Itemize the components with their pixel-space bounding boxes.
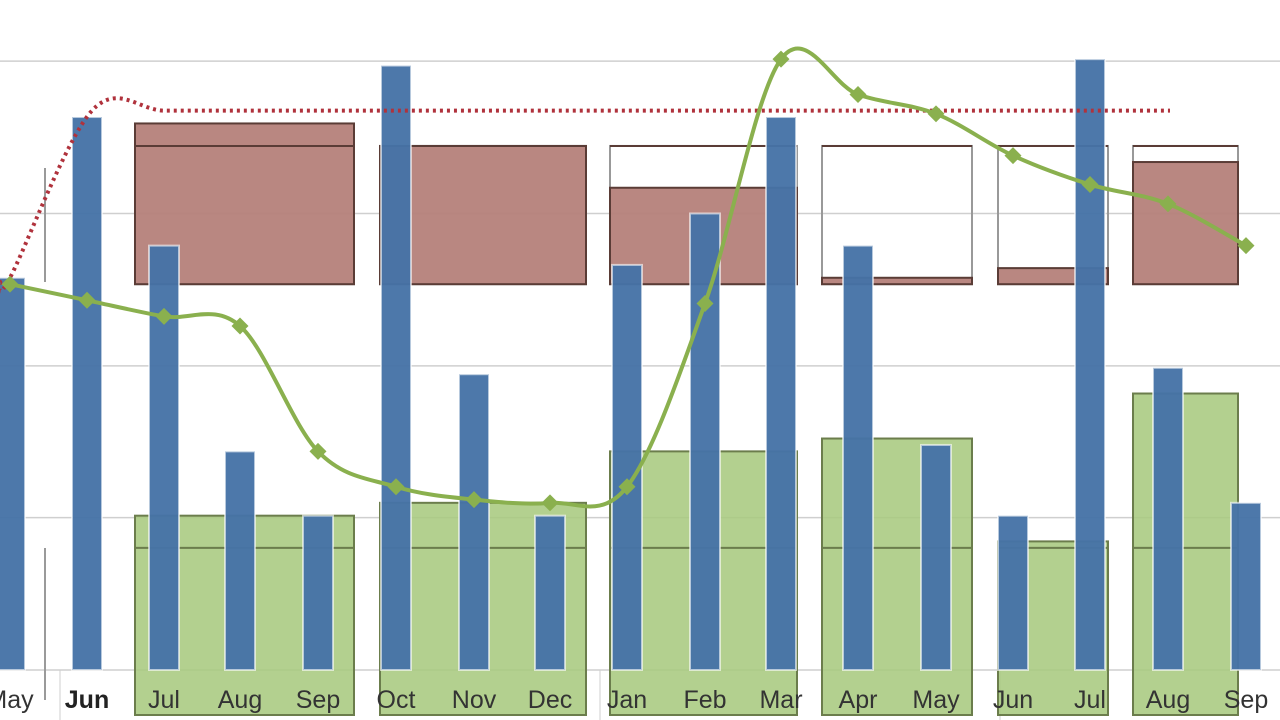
bar-jun	[71, 116, 103, 671]
x-tick-label: Apr	[839, 686, 878, 714]
bar-sep	[1230, 501, 1262, 671]
x-tick-label: Mar	[759, 686, 802, 714]
bar-jan	[611, 263, 643, 671]
line-marker-jun	[1004, 147, 1022, 165]
bar-apr	[842, 244, 874, 671]
x-tick-label: Aug	[218, 686, 262, 714]
bar-series	[0, 58, 1262, 672]
x-tick-label: Jun	[993, 686, 1033, 714]
line-marker-jul	[155, 307, 173, 325]
x-tick-label: Feb	[683, 686, 726, 714]
line-marker-apr	[849, 86, 867, 104]
target-series	[0, 96, 1170, 294]
target-line	[0, 96, 1170, 294]
x-tick-label: May	[0, 686, 34, 714]
x-tick-label: Jul	[148, 686, 180, 714]
bar-may	[920, 443, 952, 672]
bar-jun	[997, 514, 1029, 671]
bar-oct	[380, 64, 412, 671]
lower-range-boxes	[134, 392, 1239, 717]
bar-jul	[1074, 58, 1106, 671]
bar-nov	[458, 373, 490, 671]
x-axis-ticks: May Jun Jul Aug Sep Oct Nov Dec Jan Feb Mar Apr May J…	[0, 686, 1268, 714]
bar-mar	[765, 116, 797, 671]
bar-may	[0, 276, 26, 671]
line-marker-may	[927, 105, 945, 123]
line-marker-mar	[772, 50, 790, 68]
x-tick-label: Jan	[607, 686, 647, 714]
x-tick-label: Jul	[1074, 686, 1106, 714]
line-marker-jan	[618, 478, 636, 496]
lower-range-box	[1132, 392, 1239, 716]
line-marker-dec	[541, 494, 559, 512]
x-tick-label: Aug	[1146, 686, 1190, 714]
line-marker-jun	[78, 291, 96, 309]
x-tick-label: Dec	[528, 686, 572, 714]
upper-range-box	[821, 276, 973, 286]
line-marker-feb	[696, 295, 714, 312]
line-marker-aug	[231, 317, 249, 335]
upper-range-box	[379, 144, 587, 286]
x-tick-label: Jun	[65, 686, 109, 714]
line-marker-sep	[309, 442, 327, 460]
x-tick-label: Sep	[296, 686, 340, 714]
bar-aug	[1152, 366, 1184, 671]
bar-dec	[534, 514, 566, 671]
x-tick-label: Oct	[377, 686, 416, 714]
bar-sep	[302, 514, 334, 671]
line-marker-sep	[1237, 237, 1255, 255]
upper-range-box	[1132, 161, 1239, 286]
upper-range-boxes	[134, 122, 1239, 286]
x-tick-label: Sep	[1224, 686, 1268, 714]
line-series	[1, 46, 1255, 512]
bar-aug	[224, 450, 256, 671]
line-marker-oct	[387, 478, 405, 496]
x-tick-label: Nov	[452, 686, 497, 714]
line-marker-nov	[465, 491, 483, 509]
bar-feb	[689, 212, 721, 671]
x-tick-label: May	[912, 686, 960, 714]
